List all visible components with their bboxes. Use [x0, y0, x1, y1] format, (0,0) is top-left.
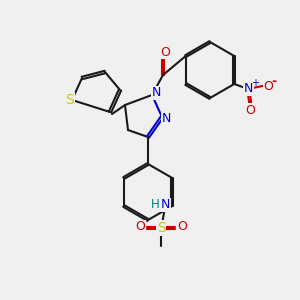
- Text: O: O: [160, 46, 170, 59]
- Text: O: O: [245, 103, 255, 116]
- Text: S: S: [66, 93, 74, 107]
- Text: O: O: [263, 80, 273, 92]
- Text: O: O: [177, 220, 187, 233]
- Text: N: N: [244, 82, 253, 95]
- Text: O: O: [135, 220, 145, 233]
- Text: H: H: [151, 199, 160, 212]
- Text: N: N: [151, 86, 161, 100]
- Text: N: N: [160, 199, 170, 212]
- Text: +: +: [251, 78, 259, 88]
- Text: S: S: [157, 221, 166, 235]
- Text: -: -: [272, 76, 277, 88]
- Text: N: N: [161, 112, 171, 125]
